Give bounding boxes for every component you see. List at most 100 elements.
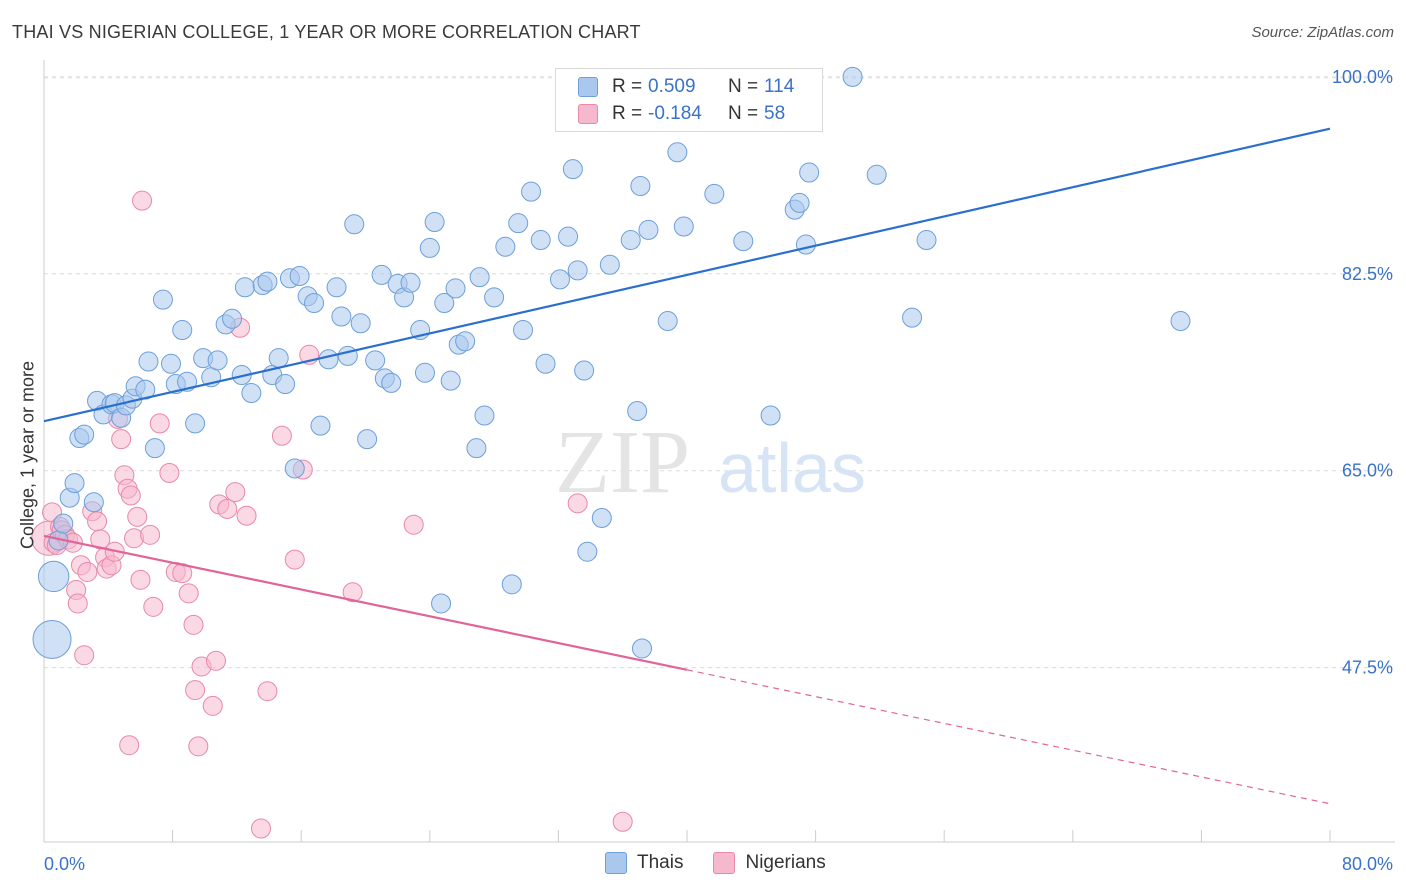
legend-r-value: 0.509: [648, 76, 696, 97]
thais-point: [344, 214, 365, 235]
legend-label-thais: Thais: [637, 852, 684, 873]
thais-point: [371, 264, 392, 285]
nigerians-point: [119, 735, 140, 756]
thais-point: [567, 260, 588, 281]
nigerians-point: [87, 511, 108, 532]
thais-point: [64, 473, 85, 494]
nigerians-point: [284, 549, 305, 570]
nigerians-point: [342, 582, 363, 603]
thais-point: [513, 320, 534, 341]
watermark-atlas: atlas: [718, 429, 866, 507]
nigerians-point: [271, 425, 292, 446]
thais-point: [37, 560, 70, 593]
thais-point: [469, 267, 490, 288]
axes: [43, 60, 1395, 843]
legend-item-thais[interactable]: Thais: [605, 852, 683, 874]
thais-point: [440, 370, 461, 391]
trend-lines: [43, 127, 1331, 805]
thais-point: [365, 350, 386, 371]
legend-n-label: N =: [728, 103, 759, 124]
thais-point: [83, 492, 104, 513]
thais-point: [400, 272, 421, 293]
thais-point: [799, 162, 820, 183]
thais-point: [138, 351, 159, 372]
nigerians-point: [202, 695, 223, 716]
thais-point: [630, 176, 651, 197]
thais-point: [455, 331, 476, 352]
y-tick-label: 47.5%: [1342, 658, 1393, 678]
legend-row-nigerians: R = -0.184 N = 58: [578, 102, 804, 126]
thais-point: [627, 401, 648, 422]
thais-point: [521, 181, 542, 202]
thais-point: [289, 266, 310, 287]
y-tick-label: 100.0%: [1332, 67, 1393, 87]
tick-labels: 47.5% 65.0% 82.5% 100.0% 0.0% 80.0%: [44, 67, 1393, 874]
nigerians-point: [217, 498, 238, 519]
thais-point: [558, 226, 579, 247]
nigerians-point: [132, 190, 153, 211]
thais-point: [318, 349, 339, 370]
trend-line-nigerians-extension: [686, 669, 1331, 805]
thais-point: [284, 458, 305, 479]
thais-point: [381, 372, 402, 393]
thais-point: [207, 350, 228, 371]
thais-point: [574, 360, 595, 381]
thais-point: [550, 269, 571, 290]
thais-point: [234, 277, 255, 298]
thais-point: [304, 293, 325, 314]
nigerians-point: [185, 680, 206, 701]
thais-point: [474, 405, 495, 426]
thais-swatch: [578, 77, 598, 97]
x-tick-label: 80.0%: [1342, 854, 1393, 874]
series-legend: Thais Nigerians: [605, 852, 856, 874]
nigerians-point: [172, 563, 193, 584]
trend-line-nigerians: [43, 534, 688, 671]
watermark: ZIP atlas: [555, 413, 866, 512]
thais-point: [1170, 311, 1191, 332]
thais-point: [508, 213, 529, 234]
nigerians-point: [149, 413, 170, 434]
thais-point: [419, 237, 440, 258]
thais-point: [733, 231, 754, 252]
thais-point: [866, 164, 887, 185]
legend-r-label: R =: [612, 76, 643, 97]
thais-point: [631, 638, 652, 659]
nigerians-point: [206, 650, 227, 671]
thais-point: [535, 353, 556, 374]
trend-line-thais: [43, 127, 1331, 423]
thais-point: [657, 311, 678, 332]
thais-point: [152, 289, 173, 310]
thais-point: [562, 159, 583, 180]
thais-point: [74, 424, 95, 445]
thais-point: [326, 277, 347, 298]
nigerians-point: [178, 583, 199, 604]
nigerians-point: [236, 505, 257, 526]
thais-point: [530, 230, 551, 251]
nigerians-point: [74, 645, 95, 666]
nigerians-swatch: [578, 104, 598, 124]
thais-point: [591, 507, 612, 528]
thais-point: [620, 230, 641, 251]
legend-item-nigerians[interactable]: Nigerians: [713, 852, 826, 874]
y-axis-label: College, 1 year or more: [17, 360, 38, 550]
thais-point: [337, 345, 358, 366]
thais-point: [257, 271, 278, 292]
thais-point: [577, 541, 598, 562]
y-tick-label: 65.0%: [1342, 461, 1393, 481]
thais-point: [185, 413, 206, 434]
nigerians-point: [130, 569, 151, 590]
nigerians-point: [140, 524, 161, 545]
nigerians-point: [188, 736, 209, 757]
thais-swatch: [605, 852, 627, 874]
nigerians-point: [403, 514, 424, 535]
thais-point: [667, 142, 688, 163]
nigerians-point: [143, 596, 164, 617]
thais-point: [902, 307, 923, 328]
thais-point: [673, 216, 694, 237]
y-tick-label: 82.5%: [1342, 264, 1393, 284]
nigerians-point: [257, 681, 278, 702]
nigerians-point: [67, 593, 88, 614]
thais-point: [466, 438, 487, 459]
thais-point: [172, 320, 193, 341]
